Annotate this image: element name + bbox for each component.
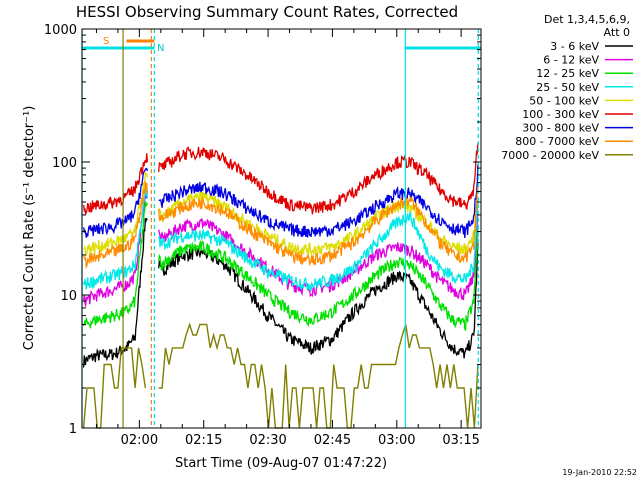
footer-date: 19-Jan-2010 22:52 <box>562 468 637 477</box>
legend-label-2: 6 - 12 keV <box>543 54 599 67</box>
x-tick-label: 02:30 <box>249 433 286 448</box>
legend-label-5: 50 - 100 keV <box>529 94 599 107</box>
night-label: N <box>157 43 164 54</box>
legend-label-1: 3 - 6 keV <box>550 40 599 53</box>
plot-frame <box>81 28 482 429</box>
x-tick-label: 02:15 <box>185 433 222 448</box>
axes: 1 10 100 1000 02:00 02:15 02:30 02:45 03:00 03:15 <box>44 23 482 448</box>
legend-label-4: 25 - 50 keV <box>536 81 599 94</box>
series-line-25-50-kev-part-1 <box>82 186 149 290</box>
y-tick-label: 1000 <box>44 23 77 38</box>
x-axis-label: Start Time (09-Aug-07 01:47:22) <box>175 456 387 471</box>
x-tick-label: 02:45 <box>314 433 351 448</box>
series-line-6-12-kev-part-1 <box>82 191 148 307</box>
series-300-800-kev <box>82 164 479 239</box>
series-line-7000-20000-kev-part-2 <box>158 322 479 429</box>
series-7000-20000-kev <box>82 322 479 429</box>
legend-label-3: 12 - 25 keV <box>536 67 599 80</box>
legend-header-detectors: Det 1,3,4,5,6,9, <box>544 13 630 26</box>
series-line-100-300-kev-part-2 <box>158 143 479 215</box>
y-axis-label: Corrected Count Rate (s⁻¹ detector⁻¹) <box>22 106 37 351</box>
series-50-100-kev <box>83 171 479 258</box>
y-tick-label: 100 <box>52 156 77 171</box>
saa-label: S <box>103 36 109 47</box>
series-800-7000-kev <box>83 181 479 270</box>
series-line-12-25-kev-part-1 <box>82 201 149 329</box>
legend-label-6: 100 - 300 keV <box>522 108 599 121</box>
series-line-7000-20000-kev-part-1 <box>82 347 147 429</box>
data-series-layer <box>82 143 479 429</box>
series-line-800-7000-kev-part-1 <box>83 181 149 270</box>
chart-title: HESSI Observing Summary Count Rates, Cor… <box>76 3 458 21</box>
series-line-800-7000-kev-part-2 <box>158 186 479 267</box>
series-line-100-300-kev-part-1 <box>82 153 149 216</box>
y-tick-label: 10 <box>60 289 77 304</box>
legend-label-8: 800 - 7000 keV <box>515 135 599 148</box>
series-12-25-kev <box>82 201 479 332</box>
series-line-50-100-kev-part-2 <box>158 181 479 258</box>
series-line-300-800-kev-part-1 <box>82 167 149 238</box>
x-tick-label: 03:15 <box>442 433 479 448</box>
series-3-6-kev <box>82 217 479 368</box>
x-tick-label: 03:00 <box>378 433 415 448</box>
x-tick-label: 02:00 <box>121 433 158 448</box>
series-line-3-6-kev-part-2 <box>158 243 479 359</box>
series-line-12-25-kev-part-2 <box>158 228 479 332</box>
series-25-50-kev <box>82 186 479 292</box>
legend-label-9: 7000 - 20000 keV <box>501 149 599 162</box>
legend-header-attenuator: Att 0 <box>604 26 630 39</box>
legend-label-7: 300 - 800 keV <box>522 122 599 135</box>
y-tick-label: 1 <box>69 422 77 437</box>
series-line-3-6-kev-part-1 <box>82 217 148 368</box>
series-line-300-800-kev-part-2 <box>158 164 479 239</box>
series-100-300-kev <box>82 143 479 216</box>
series-line-25-50-kev-part-2 <box>158 198 479 292</box>
series-line-50-100-kev-part-1 <box>83 171 149 257</box>
